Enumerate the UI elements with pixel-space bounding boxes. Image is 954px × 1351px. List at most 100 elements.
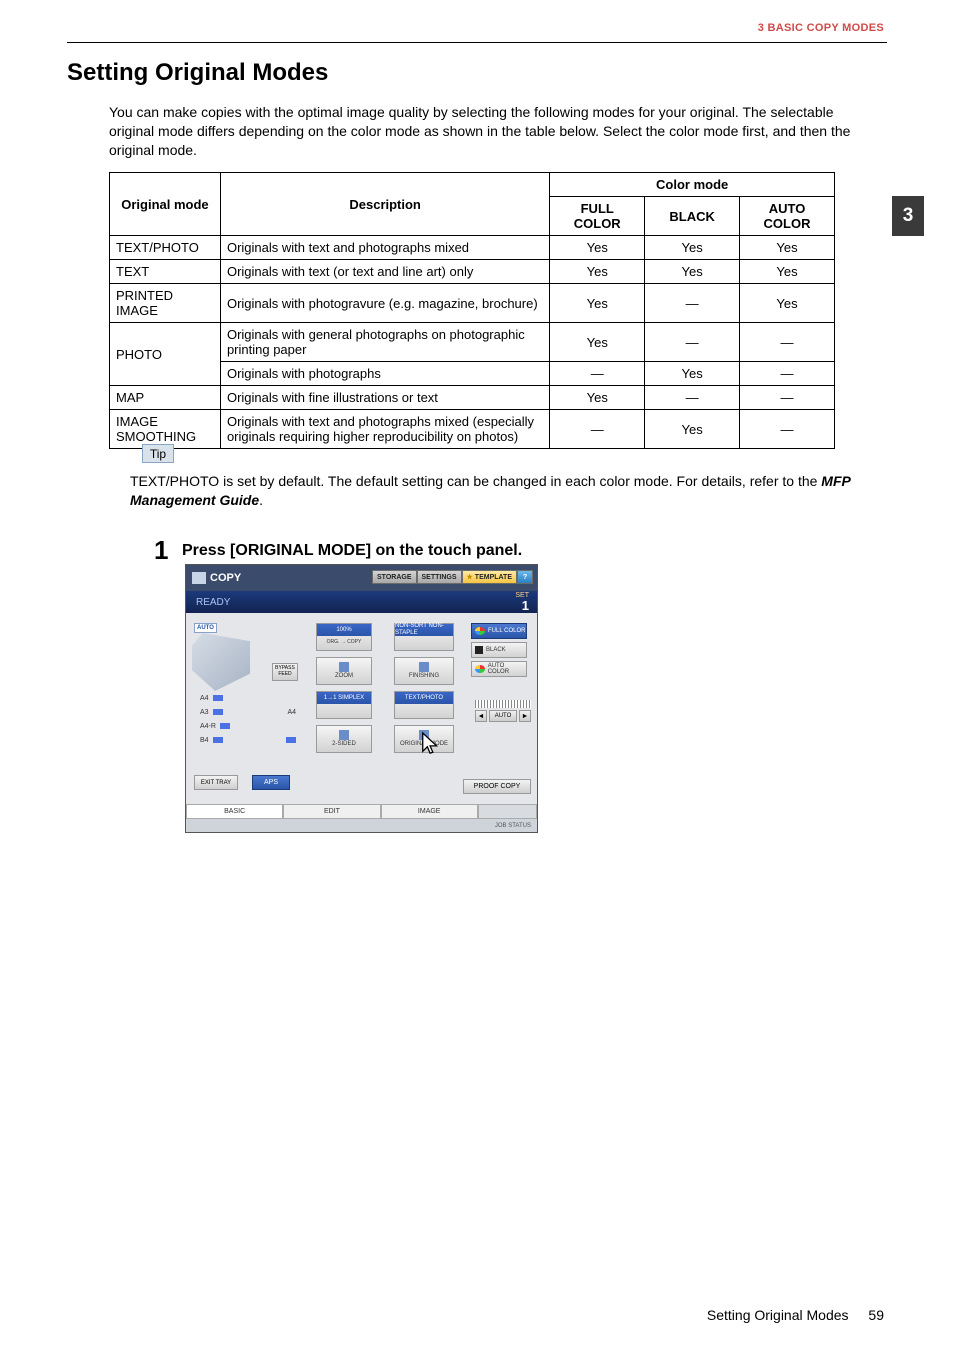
paper-row[interactable]: B4 <box>200 733 296 747</box>
density-control: ◄ AUTO ► <box>475 698 531 724</box>
paper-size: B4 <box>200 737 209 744</box>
zoom-display: 100% ORG. → COPY <box>316 623 372 651</box>
proof-copy-button[interactable]: PROOF COPY <box>463 779 531 794</box>
paper-row[interactable]: A3A4 <box>200 705 296 719</box>
table-row: TEXT/PHOTO Originals with text and photo… <box>110 236 835 260</box>
cell-full: — <box>550 362 645 386</box>
black-color-button[interactable]: BLACK <box>471 642 527 658</box>
footer-section-title: Setting Original Modes <box>707 1307 849 1323</box>
paper-row[interactable]: A4-R <box>200 719 296 733</box>
black-label: BLACK <box>486 647 506 653</box>
basic-tab[interactable]: BASIC <box>186 804 283 818</box>
aps-button[interactable]: APS <box>252 775 290 790</box>
cell-desc: Originals with text (or text and line ar… <box>220 260 549 284</box>
paper-row[interactable]: A4 <box>200 691 296 705</box>
cell-black: Yes <box>645 362 740 386</box>
original-mode-button[interactable]: ORIGINAL MODE <box>394 725 454 753</box>
storage-tab[interactable]: STORAGE <box>372 570 417 584</box>
cell-auto: — <box>740 362 835 386</box>
cell-auto: Yes <box>740 260 835 284</box>
cell-desc: Originals with text and photographs mixe… <box>220 410 549 449</box>
ready-status: READY <box>196 597 230 608</box>
tray-icon <box>286 737 296 743</box>
cell-auto: — <box>740 386 835 410</box>
exit-tray-button[interactable]: EXIT TRAY <box>194 775 238 790</box>
settings-tab[interactable]: SETTINGS <box>417 570 462 584</box>
simplex-value: 1→1 SIMPLEX <box>317 692 371 704</box>
zoom-button[interactable]: ZOOM <box>316 657 372 685</box>
table-row: MAP Originals with fine illustrations or… <box>110 386 835 410</box>
cell-mode: MAP <box>110 386 221 410</box>
original-mode-value: TEXT/PHOTO <box>395 692 453 704</box>
set-count-value: 1 <box>515 599 529 612</box>
color-mode-column: FULL COLOR BLACK AUTO COLOR <box>471 623 531 680</box>
edit-tab[interactable]: EDIT <box>283 804 380 818</box>
cell-mode: TEXT/PHOTO <box>110 236 221 260</box>
image-tab[interactable]: IMAGE <box>381 804 478 818</box>
tray-icon <box>213 709 223 715</box>
auto-color-icon <box>475 665 485 673</box>
cell-auto: — <box>740 323 835 362</box>
spacer-tab <box>478 804 537 818</box>
black-icon <box>475 646 483 654</box>
two-sided-button[interactable]: 2-SIDED <box>316 725 372 753</box>
set-count: SET 1 <box>515 592 529 612</box>
template-tab[interactable]: ★ TEMPLATE <box>462 570 517 584</box>
cell-auto: Yes <box>740 284 835 323</box>
template-tab-label: TEMPLATE <box>475 574 512 581</box>
full-color-icon <box>475 627 485 635</box>
cell-black: Yes <box>645 236 740 260</box>
panel-bottom-tabs: BASIC EDIT IMAGE <box>186 804 537 818</box>
panel-title: COPY <box>210 572 241 584</box>
cell-full: Yes <box>550 323 645 362</box>
finishing-label: FINISHING <box>409 673 439 680</box>
touch-panel-screenshot: COPY STORAGE SETTINGS ★ TEMPLATE ? READY… <box>185 564 538 833</box>
zoom-icon <box>339 662 349 672</box>
cell-mode: PHOTO <box>110 323 221 386</box>
job-status-label: JOB STATUS <box>495 823 531 829</box>
zoom-subtext: ORG. → COPY <box>327 640 362 646</box>
status-bar: READY <box>186 591 537 613</box>
auto-color-button[interactable]: AUTO COLOR <box>471 661 527 677</box>
auto-density-button[interactable]: AUTO <box>489 710 517 722</box>
original-mode-display: TEXT/PHOTO <box>394 691 454 719</box>
th-original-mode: Original mode <box>110 173 221 236</box>
cell-full: Yes <box>550 284 645 323</box>
full-color-label: FULL COLOR <box>488 628 525 634</box>
job-status-bar[interactable]: JOB STATUS <box>186 818 537 832</box>
finishing-display: NON-SORT NON-STAPLE <box>394 623 454 651</box>
table-row: TEXT Originals with text (or text and li… <box>110 260 835 284</box>
original-mode-icon <box>419 730 429 740</box>
cell-full: Yes <box>550 386 645 410</box>
panel-top-tabs: STORAGE SETTINGS ★ TEMPLATE ? <box>372 570 533 584</box>
finishing-column: NON-SORT NON-STAPLE FINISHING TEXT/PHOTO… <box>394 623 454 759</box>
cell-black: Yes <box>645 260 740 284</box>
page-footer: Setting Original Modes 59 <box>707 1307 884 1323</box>
auto-paper-label: AUTO <box>197 625 214 631</box>
cell-black: Yes <box>645 410 740 449</box>
panel-title-bar: COPY STORAGE SETTINGS ★ TEMPLATE ? <box>186 565 537 591</box>
help-button[interactable]: ? <box>517 570 533 584</box>
full-color-button[interactable]: FULL COLOR <box>471 623 527 639</box>
table-body: TEXT/PHOTO Originals with text and photo… <box>110 236 835 449</box>
simplex-display: 1→1 SIMPLEX <box>316 691 372 719</box>
header-rule <box>67 42 887 43</box>
cell-desc: Originals with photogravure (e.g. magazi… <box>220 284 549 323</box>
cell-desc: Originals with fine illustrations or tex… <box>220 386 549 410</box>
star-icon: ★ <box>467 573 473 581</box>
cell-desc: Originals with general photographs on ph… <box>220 323 549 362</box>
step-number: 1 <box>154 535 168 566</box>
th-color-mode-group: Color mode <box>550 173 835 197</box>
footer-page-number: 59 <box>868 1307 884 1323</box>
bypass-feed-button[interactable]: BYPASS FEED <box>272 663 298 681</box>
tray-icon <box>213 737 223 743</box>
tip-text-part3: . <box>259 492 263 508</box>
density-increase-button[interactable]: ► <box>519 710 531 722</box>
cell-mode: IMAGE SMOOTHING <box>110 410 221 449</box>
cell-mode: TEXT <box>110 260 221 284</box>
auto-color-label: AUTO COLOR <box>488 663 526 675</box>
density-decrease-button[interactable]: ◄ <box>475 710 487 722</box>
finishing-icon <box>419 662 429 672</box>
table-row: PRINTED IMAGE Originals with photogravur… <box>110 284 835 323</box>
finishing-button[interactable]: FINISHING <box>394 657 454 685</box>
